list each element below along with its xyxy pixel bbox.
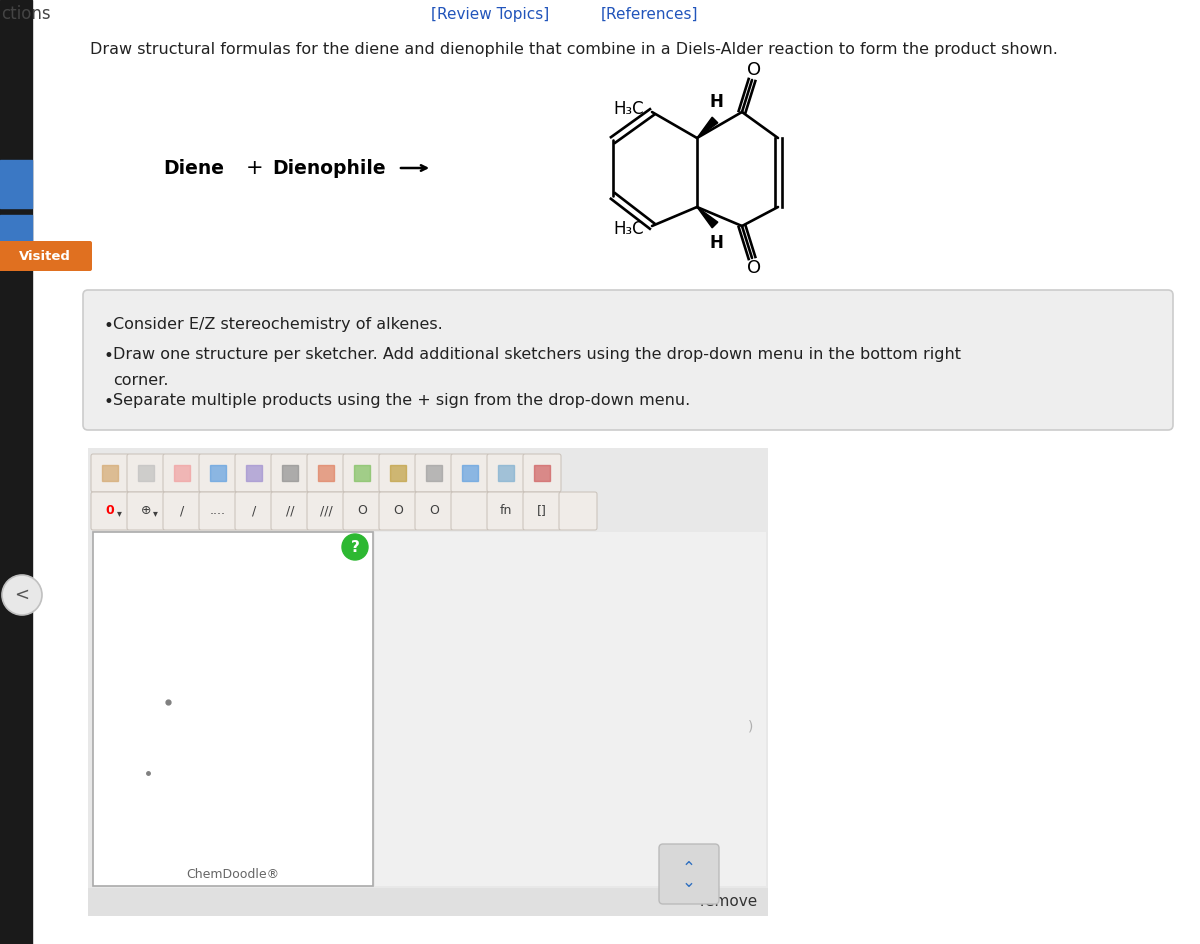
Text: H₃C: H₃C <box>613 100 644 118</box>
FancyBboxPatch shape <box>559 492 598 530</box>
Text: Draw one structure per sketcher. Add additional sketchers using the drop-down me: Draw one structure per sketcher. Add add… <box>113 347 961 362</box>
Polygon shape <box>697 117 718 138</box>
Bar <box>374 532 766 886</box>
FancyBboxPatch shape <box>0 241 92 271</box>
Text: ▾: ▾ <box>152 508 157 518</box>
FancyBboxPatch shape <box>523 454 562 492</box>
Text: remove: remove <box>700 895 758 909</box>
Bar <box>246 465 262 481</box>
FancyBboxPatch shape <box>307 454 346 492</box>
FancyBboxPatch shape <box>199 492 238 530</box>
Text: •: • <box>103 393 113 411</box>
Text: H: H <box>709 93 722 111</box>
Text: corner.: corner. <box>113 373 168 388</box>
FancyBboxPatch shape <box>451 454 490 492</box>
Text: ....: .... <box>210 504 226 517</box>
Text: H₃C: H₃C <box>613 220 644 238</box>
Text: <: < <box>14 586 30 604</box>
FancyBboxPatch shape <box>659 844 719 904</box>
FancyBboxPatch shape <box>523 492 562 530</box>
Bar <box>462 465 478 481</box>
Text: Dienophile: Dienophile <box>272 159 385 177</box>
FancyBboxPatch shape <box>379 454 418 492</box>
Text: fn: fn <box>500 504 512 517</box>
Text: Draw structural formulas for the diene and dienophile that combine in a Diels-Al: Draw structural formulas for the diene a… <box>90 42 1058 57</box>
Text: O: O <box>430 504 439 517</box>
FancyBboxPatch shape <box>235 454 274 492</box>
Text: Diene: Diene <box>163 159 224 177</box>
Text: [Review Topics]: [Review Topics] <box>431 7 550 22</box>
Bar <box>390 465 406 481</box>
Circle shape <box>2 575 42 615</box>
Bar <box>0 0 32 944</box>
Bar <box>426 465 442 481</box>
FancyBboxPatch shape <box>343 492 382 530</box>
FancyBboxPatch shape <box>127 492 166 530</box>
FancyBboxPatch shape <box>91 454 130 492</box>
Text: Visited: Visited <box>19 249 71 262</box>
Bar <box>88 888 768 916</box>
Bar <box>318 465 334 481</box>
FancyBboxPatch shape <box>163 454 202 492</box>
FancyBboxPatch shape <box>91 492 130 530</box>
FancyBboxPatch shape <box>487 454 526 492</box>
FancyBboxPatch shape <box>199 454 238 492</box>
FancyBboxPatch shape <box>83 290 1174 430</box>
FancyBboxPatch shape <box>271 492 310 530</box>
Bar <box>94 532 373 886</box>
FancyBboxPatch shape <box>163 492 202 530</box>
FancyBboxPatch shape <box>307 492 346 530</box>
Text: ⌃: ⌃ <box>682 859 696 877</box>
Text: •: • <box>103 317 113 335</box>
FancyBboxPatch shape <box>487 492 526 530</box>
Text: ): ) <box>749 719 754 733</box>
Bar <box>102 465 118 481</box>
Text: /: / <box>180 504 184 517</box>
FancyBboxPatch shape <box>271 454 310 492</box>
Text: •: • <box>103 347 113 365</box>
Bar <box>354 465 370 481</box>
FancyBboxPatch shape <box>415 454 454 492</box>
Bar <box>0 215 32 263</box>
Text: ?: ? <box>350 540 360 554</box>
Text: ctions: ctions <box>1 5 50 23</box>
Text: ▾: ▾ <box>116 508 121 518</box>
Text: []: [] <box>538 504 547 517</box>
FancyBboxPatch shape <box>379 492 418 530</box>
Text: /: / <box>252 504 256 517</box>
Polygon shape <box>697 207 718 228</box>
Text: 0: 0 <box>106 504 114 517</box>
Text: [References]: [References] <box>601 7 698 22</box>
Bar <box>210 465 226 481</box>
Bar <box>88 448 768 916</box>
Bar <box>534 465 550 481</box>
FancyBboxPatch shape <box>415 492 454 530</box>
Text: Consider E/Z stereochemistry of alkenes.: Consider E/Z stereochemistry of alkenes. <box>113 317 443 332</box>
Text: ChemDoodle®: ChemDoodle® <box>186 868 280 881</box>
Text: ///: /// <box>319 504 332 517</box>
Text: H: H <box>709 234 722 252</box>
Text: ⊕: ⊕ <box>140 504 151 517</box>
Text: O: O <box>746 61 761 79</box>
Text: //: // <box>286 504 294 517</box>
Text: O: O <box>358 504 367 517</box>
Text: +: + <box>246 158 264 178</box>
Bar <box>0 160 32 208</box>
Text: ⌄: ⌄ <box>682 873 696 891</box>
Text: Separate multiple products using the + sign from the drop-down menu.: Separate multiple products using the + s… <box>113 393 690 408</box>
FancyBboxPatch shape <box>127 454 166 492</box>
FancyBboxPatch shape <box>451 492 490 530</box>
Bar <box>138 465 154 481</box>
Bar <box>498 465 514 481</box>
Text: O: O <box>394 504 403 517</box>
Text: O: O <box>746 259 761 277</box>
Bar <box>174 465 190 481</box>
Circle shape <box>342 534 368 560</box>
FancyBboxPatch shape <box>343 454 382 492</box>
FancyBboxPatch shape <box>235 492 274 530</box>
Bar <box>282 465 298 481</box>
